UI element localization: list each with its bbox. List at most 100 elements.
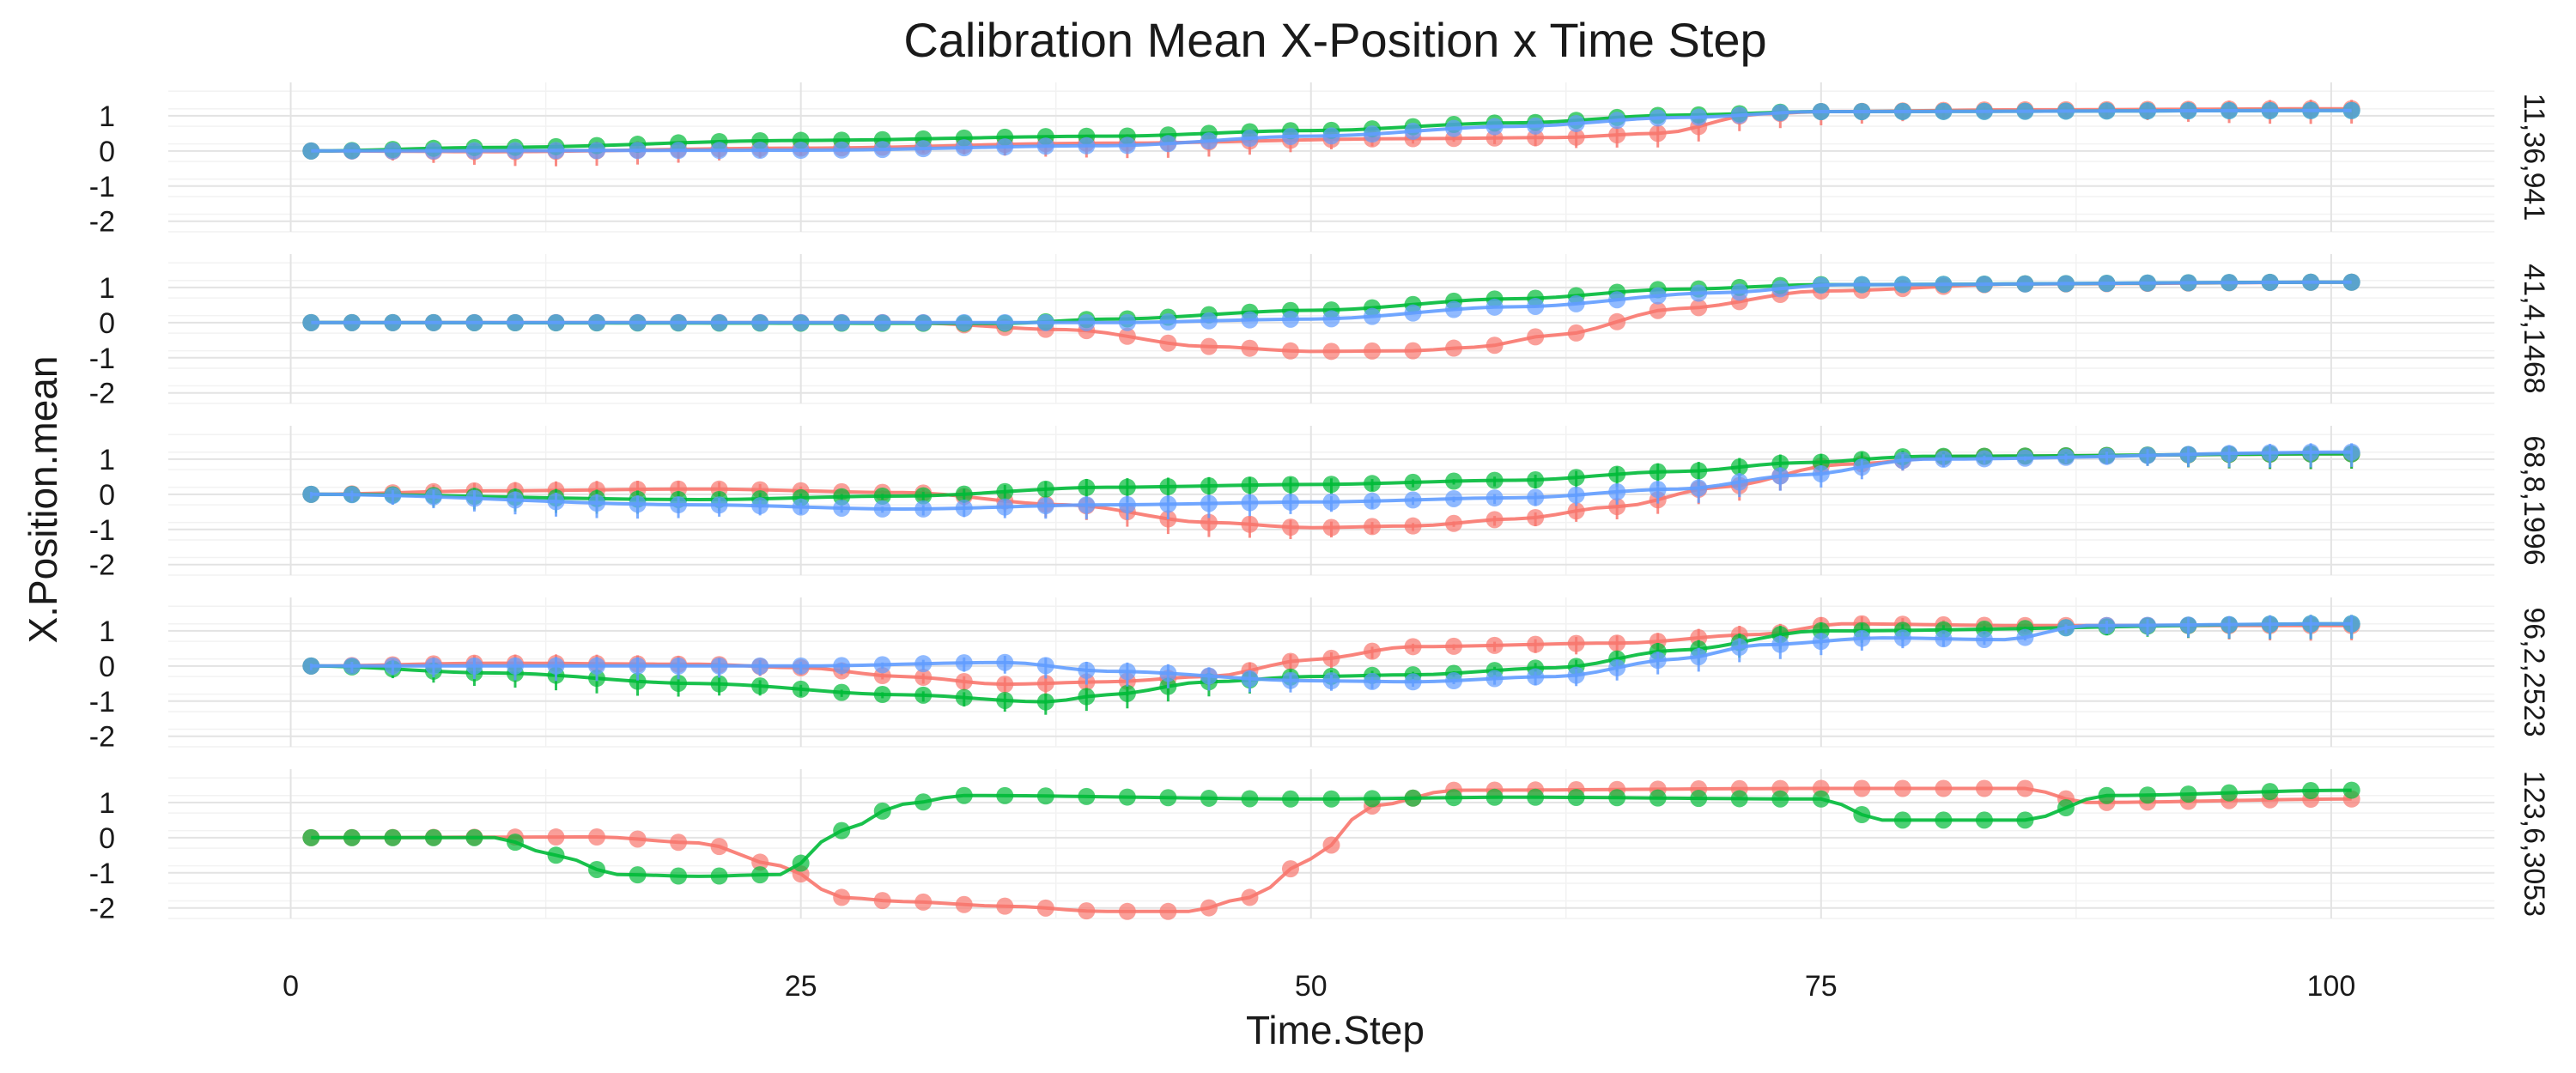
y-tick-label: 0	[99, 822, 115, 855]
data-point	[670, 313, 688, 331]
data-point	[1078, 787, 1096, 805]
data-point	[424, 828, 442, 846]
data-point	[1404, 491, 1422, 509]
data-point	[1200, 337, 1218, 355]
data-point	[955, 895, 973, 913]
data-point	[670, 496, 688, 514]
data-point	[2057, 619, 2075, 637]
data-point	[955, 654, 973, 672]
data-point	[384, 657, 402, 675]
data-point	[670, 834, 688, 852]
data-point	[1771, 454, 1789, 472]
data-point	[833, 499, 851, 517]
data-point	[1159, 312, 1177, 330]
y-tick-label: 1	[99, 787, 115, 820]
data-point	[1241, 339, 1259, 357]
data-point	[1608, 658, 1626, 676]
data-point	[1527, 668, 1545, 686]
data-point	[1364, 672, 1382, 690]
data-point	[1893, 629, 1911, 647]
x-axis-title: Time.Step	[1246, 1008, 1425, 1052]
data-point	[1404, 473, 1422, 491]
data-point	[1690, 108, 1708, 126]
data-point	[1649, 301, 1667, 319]
data-point	[833, 821, 851, 840]
y-tick-label: 1	[99, 444, 115, 476]
data-point	[1281, 342, 1299, 360]
data-point	[2342, 101, 2360, 119]
data-point	[1853, 629, 1871, 647]
y-tick-label: -1	[89, 171, 115, 203]
x-tick-label: 25	[785, 970, 817, 1003]
data-point	[1200, 513, 1218, 531]
data-point	[2016, 779, 2034, 797]
data-point	[1567, 469, 1585, 487]
y-tick-label: 0	[99, 307, 115, 340]
data-point	[1527, 788, 1545, 806]
data-point	[1118, 663, 1136, 681]
data-point	[424, 313, 442, 331]
data-point	[1281, 860, 1299, 878]
data-point	[506, 313, 524, 331]
data-point	[996, 676, 1014, 694]
series-2	[302, 781, 2360, 885]
facet-panel-5: 10-1-2 123,6,3053	[89, 769, 2550, 925]
data-point	[2057, 275, 2075, 293]
data-point	[2302, 443, 2320, 461]
data-point	[1118, 313, 1136, 331]
data-point	[1812, 790, 1830, 808]
data-point	[1118, 478, 1136, 496]
data-point	[1649, 124, 1667, 142]
data-point	[1281, 476, 1299, 494]
data-point	[1608, 789, 1626, 807]
data-point	[2302, 782, 2320, 800]
data-point	[2221, 274, 2239, 292]
data-point	[670, 142, 688, 160]
data-point	[1485, 471, 1504, 489]
data-point	[2342, 615, 2360, 633]
data-point	[1159, 477, 1177, 495]
data-point	[1771, 635, 1789, 653]
data-point	[1364, 492, 1382, 510]
facet-panel-1: 10-1-2 11,36,941	[89, 82, 2550, 239]
data-point	[1200, 477, 1218, 495]
data-point	[547, 493, 565, 511]
data-point	[629, 142, 647, 160]
data-point	[465, 657, 483, 675]
data-point	[914, 313, 933, 331]
data-point	[1690, 648, 1708, 666]
data-point	[1322, 836, 1340, 854]
data-point	[1078, 496, 1096, 514]
data-point	[506, 834, 524, 852]
data-point	[424, 657, 442, 675]
data-point	[1853, 276, 1871, 294]
data-point	[1200, 494, 1218, 512]
data-point	[1118, 684, 1136, 702]
facet-strip-label: 96,2,2523	[2518, 607, 2550, 737]
data-point	[1608, 482, 1626, 500]
data-point	[2016, 449, 2034, 467]
data-point	[1159, 334, 1177, 352]
facets-layer: 10-1-211,36,94110-1-241,4,146810-1-268,8…	[89, 82, 2550, 925]
facet-strip-label: 11,36,941	[2518, 94, 2550, 221]
data-point	[1036, 899, 1054, 917]
data-point	[384, 313, 402, 331]
data-point	[996, 313, 1014, 331]
data-point	[1322, 343, 1340, 361]
data-point	[465, 142, 483, 160]
data-point	[2139, 102, 2157, 120]
data-point	[424, 142, 442, 160]
data-point	[343, 486, 361, 504]
data-point	[1364, 642, 1382, 660]
y-axis-title: X.Position.mean	[21, 356, 65, 644]
data-point	[2342, 273, 2360, 291]
data-point	[2221, 784, 2239, 802]
data-point	[1812, 102, 1830, 120]
data-point	[996, 897, 1014, 915]
data-point	[1241, 515, 1259, 533]
data-point	[1690, 479, 1708, 497]
data-point	[1078, 136, 1096, 155]
y-tick-label: -1	[89, 514, 115, 547]
series-3	[302, 443, 2360, 520]
